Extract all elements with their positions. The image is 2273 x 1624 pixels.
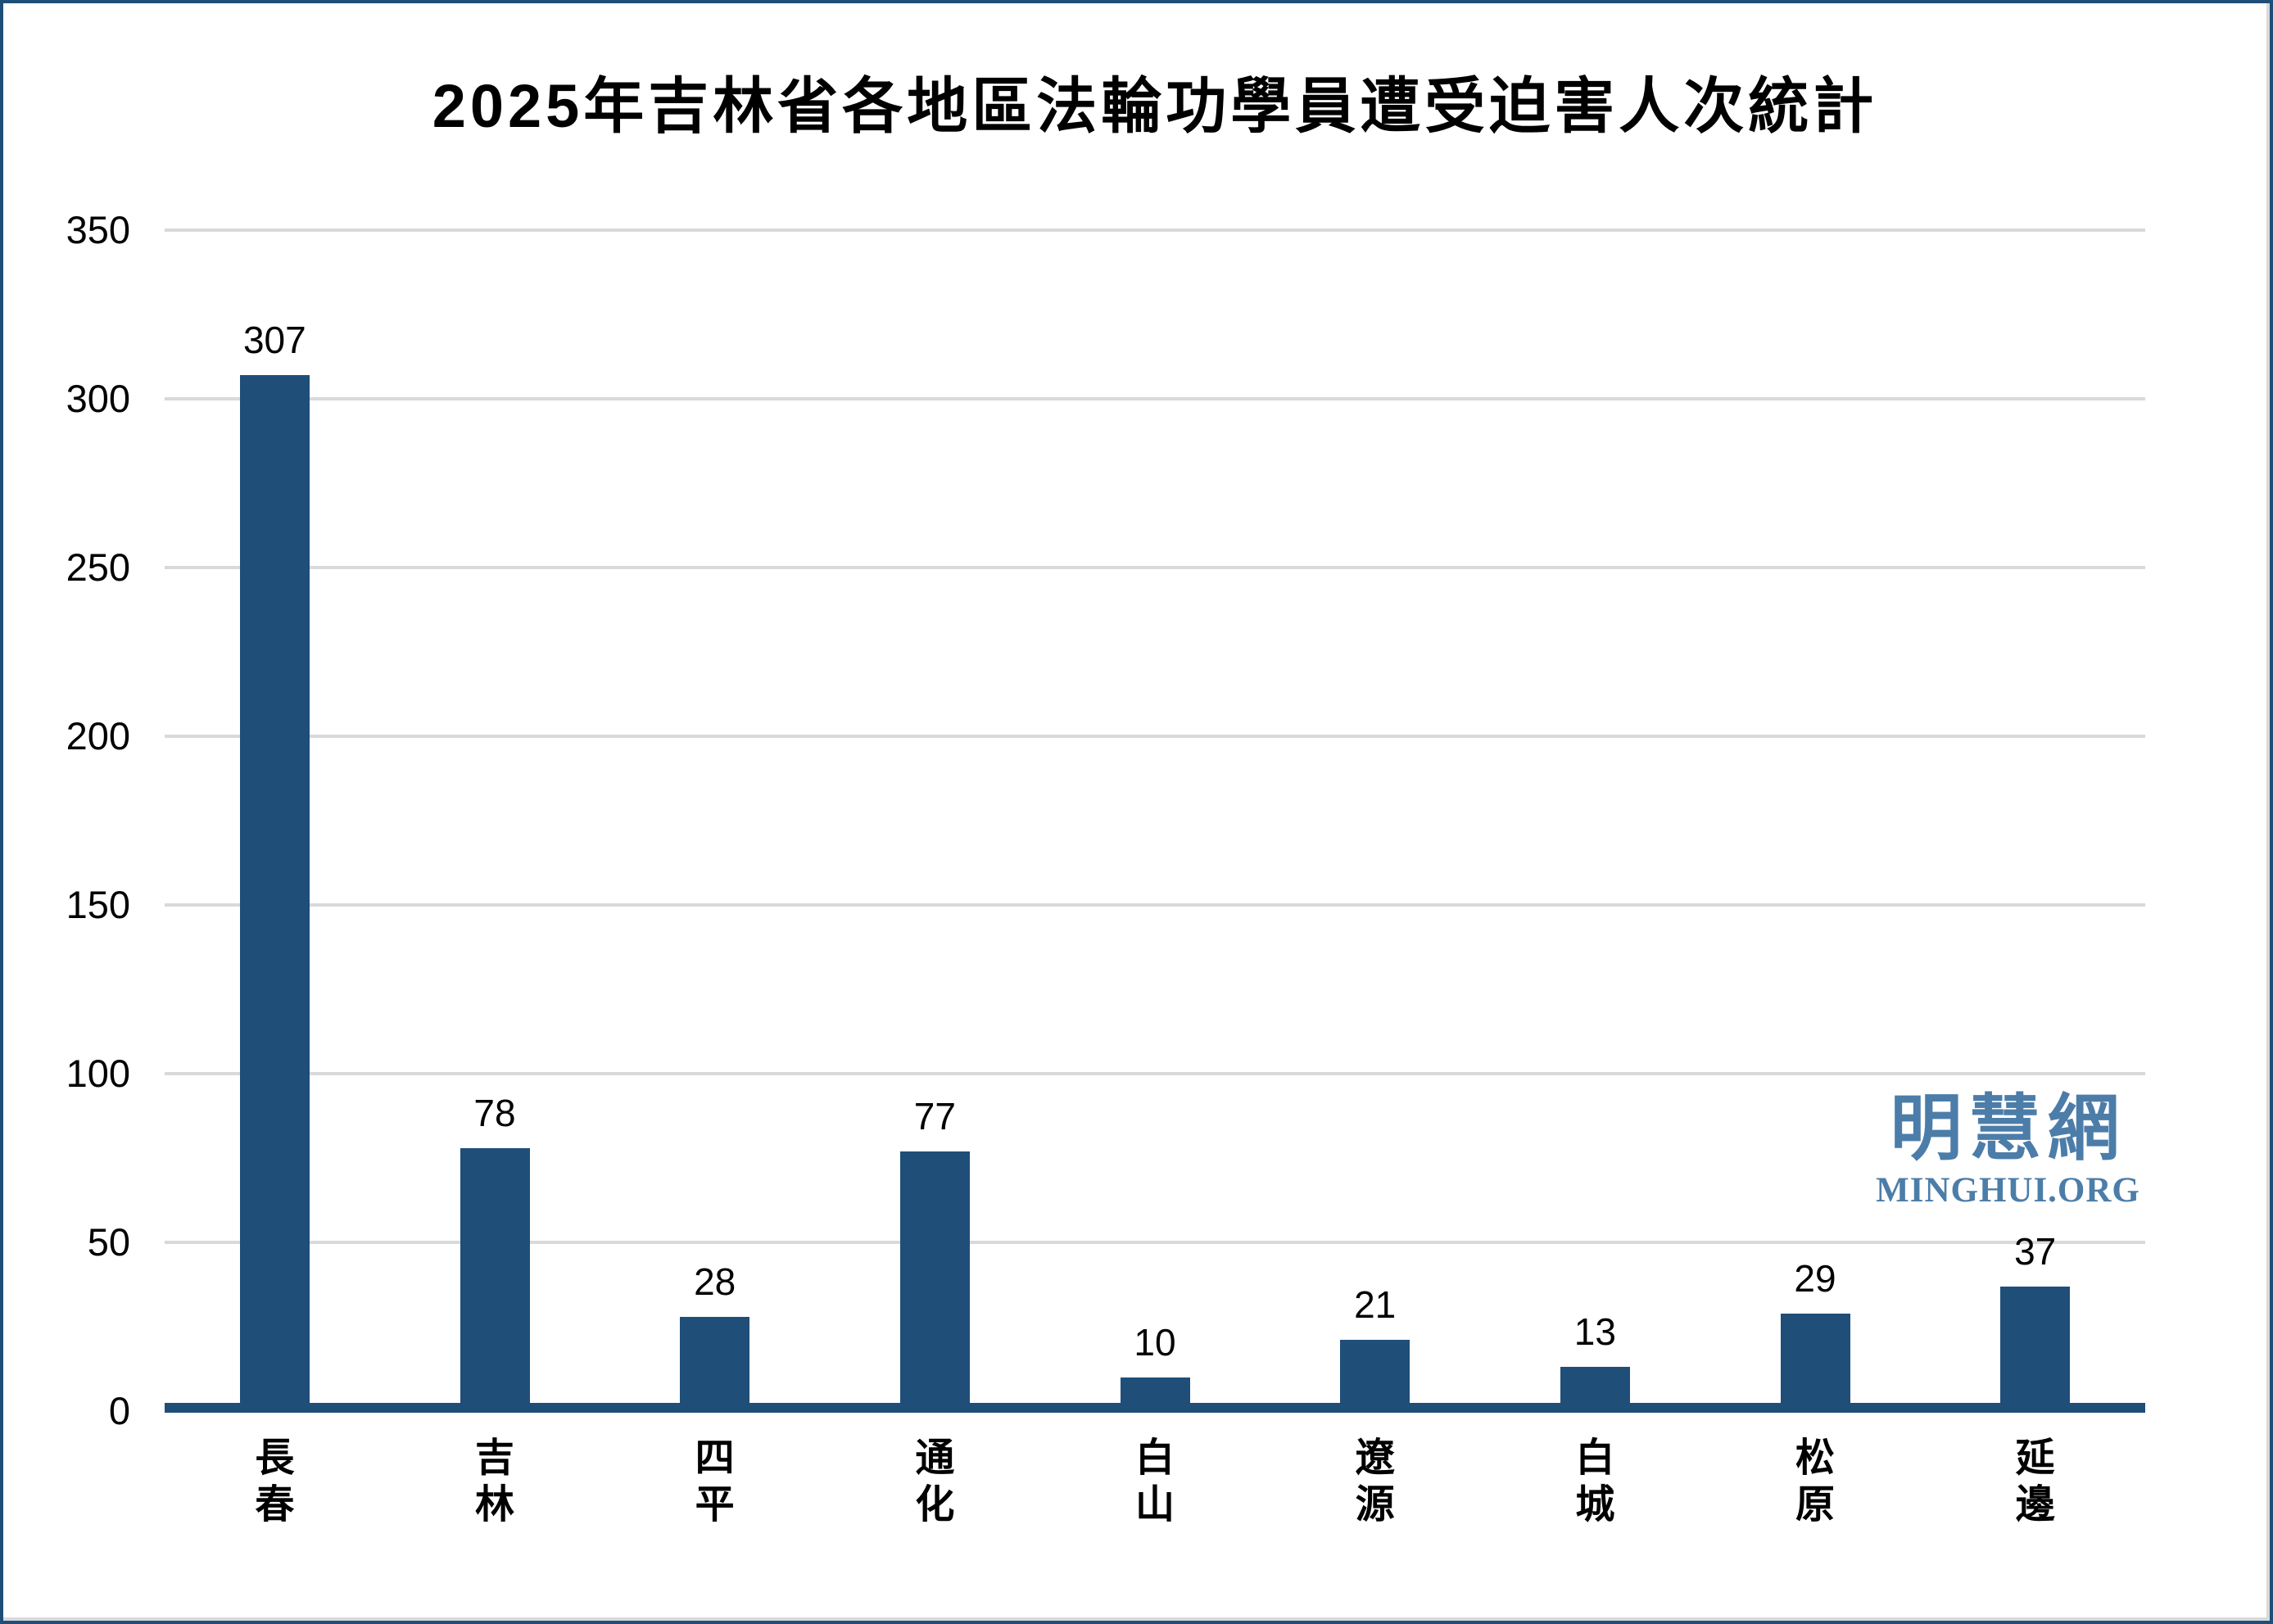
bar-6 — [1340, 1340, 1410, 1413]
x-axis-category-label-4: 通 化 — [915, 1436, 955, 1527]
bar-8 — [1780, 1313, 1850, 1413]
y-axis-tick-label-250: 250 — [66, 545, 130, 589]
bar-4 — [899, 1151, 970, 1413]
x-axis-category-label-5: 白 山 — [1134, 1436, 1175, 1527]
bar-3 — [680, 1316, 750, 1413]
minghui-logo-url-text: MINGHUI.ORG — [1876, 1171, 2140, 1210]
gridline-300 — [165, 397, 2145, 400]
bar-value-label-6: 21 — [1354, 1283, 1397, 1327]
bar-value-label-1: 307 — [242, 319, 306, 362]
gridline-150 — [165, 903, 2145, 907]
gridline-250 — [165, 566, 2145, 569]
gridline-350 — [165, 228, 2145, 232]
bar-9 — [2000, 1286, 2071, 1413]
gridline-200 — [165, 735, 2145, 738]
y-axis-tick-label-50: 50 — [87, 1220, 130, 1264]
x-axis-baseline — [165, 1403, 2145, 1413]
y-axis-tick-label-350: 350 — [66, 208, 130, 251]
minghui-watermark: 明慧網 MINGHUI.ORG — [1875, 1088, 2141, 1211]
bar-value-label-3: 28 — [694, 1260, 736, 1303]
y-axis-tick-label-200: 200 — [66, 714, 130, 758]
bar-value-label-9: 37 — [2014, 1229, 2057, 1273]
x-axis-category-label-1: 長 春 — [255, 1436, 295, 1527]
gridline-100 — [165, 1072, 2145, 1075]
x-axis-category-label-2: 吉 林 — [474, 1436, 514, 1527]
gridline-50 — [165, 1241, 2145, 1244]
bar-value-label-4: 77 — [913, 1094, 956, 1138]
y-axis-tick-label-300: 300 — [66, 377, 130, 420]
x-axis-category-label-6: 遼 源 — [1355, 1436, 1395, 1527]
bar-2 — [460, 1147, 530, 1413]
y-axis-tick-label-150: 150 — [66, 883, 130, 926]
x-axis-category-label-9: 延 邊 — [2015, 1436, 2055, 1527]
y-axis-tick-label-0: 0 — [108, 1389, 130, 1432]
x-axis-category-label-7: 白 城 — [1575, 1436, 1615, 1527]
chart-title: 2025年吉林省各地區法輪功學員遭受迫害人次統計 — [432, 72, 1878, 140]
minghui-logo-cjk-text: 明慧網 — [1890, 1088, 2126, 1169]
bar-1 — [239, 375, 310, 1413]
bar-value-label-5: 10 — [1134, 1320, 1176, 1364]
bar-value-label-2: 78 — [473, 1091, 516, 1134]
bar-value-label-8: 29 — [1794, 1256, 1836, 1300]
x-axis-category-label-8: 松 原 — [1795, 1436, 1835, 1527]
bar-value-label-7: 13 — [1573, 1310, 1616, 1354]
y-axis-tick-label-100: 100 — [66, 1052, 130, 1095]
x-axis-category-label-3: 四 平 — [695, 1436, 735, 1527]
